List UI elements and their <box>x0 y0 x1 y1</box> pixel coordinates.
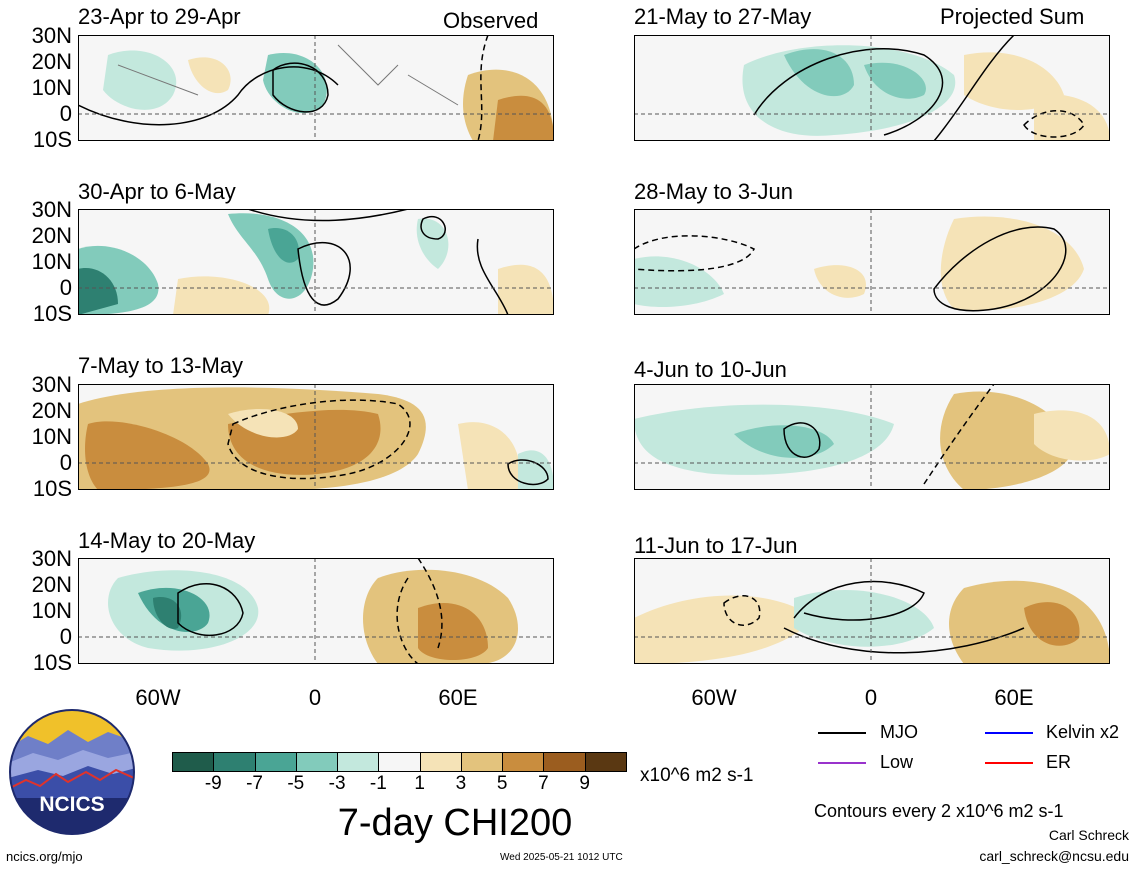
footer-timestamp: Wed 2025-05-21 1012 UTC <box>500 852 623 863</box>
map-panel-left-3 <box>78 384 554 490</box>
lat-label: 0 <box>59 275 72 300</box>
observed-header: Observed <box>443 8 539 33</box>
lat-label: 20N <box>31 49 72 74</box>
lat-label: 20N <box>31 223 72 248</box>
panel-title-right-1: 21-May to 27-May <box>634 4 812 29</box>
lat-label: 30N <box>31 372 72 397</box>
ncics-logo: NCICS <box>9 709 135 835</box>
author-name: Carl Schreck <box>1048 827 1129 843</box>
colorbar-swatch <box>502 752 545 772</box>
colorbar-swatch <box>460 752 504 772</box>
legend-label-kelvin: Kelvin x2 <box>1046 722 1120 742</box>
logo-text: NCICS <box>39 793 104 816</box>
lat-label: 10S <box>32 650 72 675</box>
panel-title-left-1: 23-Apr to 29-Apr <box>78 4 241 29</box>
panel-title-left-2: 30-Apr to 6-May <box>78 179 236 204</box>
colorbar-swatch <box>172 752 215 772</box>
lat-label: 30N <box>31 23 72 48</box>
lat-label: 0 <box>59 450 72 475</box>
colorbar-tick-label: 9 <box>579 773 590 794</box>
map-panel-right-4 <box>634 558 1110 664</box>
colorbar-tick-label: 7 <box>538 773 549 794</box>
lat-label: 10N <box>31 424 72 449</box>
colorbar-tick-label: -9 <box>204 773 222 794</box>
colorbar-tick-label: 1 <box>414 773 425 794</box>
map-panel-left-2 <box>78 209 554 315</box>
colorbar-swatch <box>254 752 297 772</box>
map-panel-left-4 <box>78 558 554 664</box>
map-panel-right-2 <box>634 209 1110 315</box>
legend-line-er <box>985 762 1033 764</box>
colorbar-tick-label: 3 <box>455 773 467 794</box>
map-panel-right-3 <box>634 384 1110 490</box>
lat-label: 10S <box>32 301 72 326</box>
lat-label: 30N <box>31 197 72 222</box>
colorbar-units: x10^6 m2 s-1 <box>640 765 754 786</box>
panel-title-right-2: 28-May to 3-Jun <box>634 179 793 204</box>
colorbar-swatch <box>295 752 339 772</box>
author-email: carl_schreck@ncsu.edu <box>979 848 1129 864</box>
colorbar-swatch <box>584 752 627 772</box>
colorbar <box>172 752 627 772</box>
colorbar-tick-label: -1 <box>369 773 387 794</box>
lon-label-60e-right: 60E <box>994 685 1034 710</box>
colorbar-tick-label: -5 <box>287 773 305 794</box>
lon-label-0-left: 0 <box>308 685 322 710</box>
lat-label: 10S <box>32 127 72 152</box>
panel-title-left-4: 14-May to 20-May <box>78 528 256 553</box>
legend-line-kelvin <box>985 732 1033 734</box>
colorbar-tick-label: 5 <box>496 773 508 794</box>
colorbar-swatch <box>213 752 256 772</box>
legend-label-mjo: MJO <box>880 722 918 742</box>
lat-label: 20N <box>31 398 72 423</box>
legend-line-low <box>818 762 866 764</box>
colorbar-swatch <box>337 752 380 772</box>
footer-url: ncics.org/mjo <box>6 849 83 864</box>
colorbar-tick-label: -3 <box>328 773 346 794</box>
lon-label-60e-left: 60E <box>438 685 478 710</box>
colorbar-tick-label: -7 <box>246 773 263 794</box>
legend-line-mjo <box>818 732 866 734</box>
projected-sum-header: Projected Sum <box>940 4 1085 29</box>
chart-title: 7-day CHI200 <box>337 802 573 844</box>
legend-label-er: ER <box>1046 752 1072 772</box>
lat-label: 0 <box>59 101 72 126</box>
lat-label: 10N <box>31 598 72 623</box>
panel-title-left-3: 7-May to 13-May <box>78 353 244 378</box>
lon-label-0-right: 0 <box>864 685 878 710</box>
contour-note: Contours every 2 x10^6 m2 s-1 <box>814 801 1064 821</box>
lat-label: 10S <box>32 476 72 501</box>
lat-label: 20N <box>31 572 72 597</box>
panel-title-right-3: 4-Jun to 10-Jun <box>634 357 787 382</box>
lat-label: 10N <box>31 75 72 100</box>
lat-label: 0 <box>59 624 72 649</box>
lat-label: 30N <box>31 546 72 571</box>
panel-title-right-4: 11-Jun to 17-Jun <box>634 533 798 558</box>
lon-label-60w-right: 60W <box>691 685 737 710</box>
map-panel-right-1 <box>634 35 1110 141</box>
lat-label: 10N <box>31 249 72 274</box>
colorbar-swatch <box>543 752 586 772</box>
legend-label-low: Low <box>880 752 914 772</box>
lon-label-60w-left: 60W <box>135 685 181 710</box>
colorbar-swatch <box>378 752 421 772</box>
colorbar-swatch <box>419 752 462 772</box>
map-panel-left-1 <box>78 35 554 141</box>
